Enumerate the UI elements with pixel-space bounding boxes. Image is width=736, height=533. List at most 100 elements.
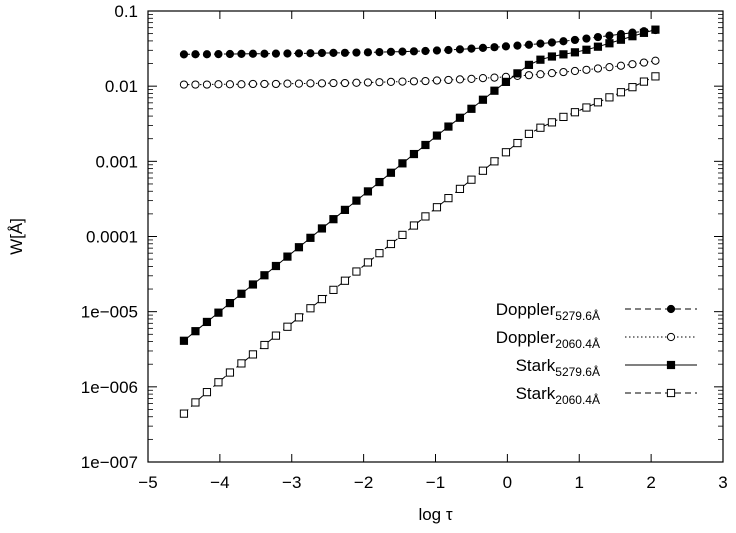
data-point xyxy=(283,49,292,58)
data-point xyxy=(214,50,223,59)
x-tick-label: −1 xyxy=(426,473,445,492)
data-point xyxy=(179,50,189,59)
data-point xyxy=(616,61,626,70)
legend-subscript: 2060.4Å xyxy=(555,336,600,351)
data-point xyxy=(375,249,384,258)
data-point xyxy=(191,80,200,89)
legend-marker xyxy=(666,360,676,370)
data-point xyxy=(501,42,511,51)
y-tick-label: 0.1 xyxy=(114,2,138,21)
data-point xyxy=(421,140,430,150)
data-point xyxy=(455,113,465,122)
data-point xyxy=(191,327,200,336)
x-axis-label: log τ xyxy=(418,505,452,524)
data-point xyxy=(294,313,304,322)
series-1 xyxy=(179,56,660,89)
y-tick-label: 0.01 xyxy=(105,77,138,96)
data-point xyxy=(225,299,235,308)
data-point xyxy=(306,304,315,313)
data-point xyxy=(536,39,545,48)
data-point xyxy=(651,72,660,81)
data-point xyxy=(605,63,614,72)
data-point xyxy=(616,88,626,97)
data-point xyxy=(628,60,637,69)
data-point xyxy=(559,112,568,122)
legend-subscript: 5279.6Å xyxy=(555,308,600,323)
data-point xyxy=(329,78,338,88)
data-point xyxy=(536,55,545,64)
data-point xyxy=(570,48,580,57)
data-point xyxy=(340,276,350,285)
data-point xyxy=(225,49,235,59)
data-point xyxy=(317,224,327,233)
data-point xyxy=(283,252,292,261)
data-point xyxy=(444,45,453,55)
data-point xyxy=(179,336,189,345)
data-point xyxy=(363,48,373,57)
data-point xyxy=(214,308,223,317)
data-point xyxy=(248,350,258,359)
data-point xyxy=(501,77,511,86)
data-point xyxy=(271,261,281,271)
data-point xyxy=(271,79,281,89)
data-point xyxy=(329,215,338,224)
data-point xyxy=(467,175,476,184)
data-point xyxy=(214,80,223,89)
data-point xyxy=(570,108,580,117)
data-point xyxy=(639,58,649,67)
data-point xyxy=(260,340,269,350)
data-point xyxy=(271,331,281,340)
legend-label: Doppler5279.6Å xyxy=(496,300,600,323)
legend-subscript: 2060.4Å xyxy=(555,392,600,407)
data-point xyxy=(363,78,373,87)
data-point xyxy=(386,168,396,177)
legend-subscript: 5279.6Å xyxy=(555,364,600,379)
data-point xyxy=(651,56,660,65)
data-point xyxy=(536,70,545,79)
data-point xyxy=(490,157,499,166)
data-point xyxy=(260,79,269,89)
data-point xyxy=(398,77,407,86)
data-point xyxy=(524,60,534,69)
data-point xyxy=(260,271,269,280)
data-point xyxy=(547,69,557,78)
data-point xyxy=(237,289,246,298)
data-point xyxy=(478,166,488,175)
data-point xyxy=(432,131,442,140)
data-point xyxy=(524,40,534,49)
legend-name: Stark xyxy=(516,384,556,403)
data-point xyxy=(179,80,189,89)
series-line xyxy=(183,75,656,414)
data-point xyxy=(467,74,476,83)
data-point xyxy=(398,159,407,168)
data-point xyxy=(582,65,591,74)
data-point xyxy=(559,50,568,59)
data-point xyxy=(432,203,442,212)
data-point xyxy=(191,398,200,407)
data-point xyxy=(421,46,430,56)
y-tick-label: 0.001 xyxy=(95,152,138,171)
data-point xyxy=(329,48,338,58)
data-point xyxy=(628,32,637,41)
x-tick-label: −4 xyxy=(210,473,229,492)
data-point xyxy=(352,196,361,205)
data-point xyxy=(628,83,637,92)
data-point xyxy=(616,35,626,44)
data-point xyxy=(467,44,476,53)
x-tick-label: −5 xyxy=(138,473,157,492)
data-point xyxy=(547,118,557,127)
data-point xyxy=(651,25,660,34)
data-point xyxy=(455,184,465,193)
x-tick-label: −3 xyxy=(282,473,301,492)
data-point xyxy=(317,79,327,88)
data-point xyxy=(524,71,534,80)
data-point xyxy=(363,258,373,267)
legend-label: Doppler2060.4Å xyxy=(496,328,600,351)
data-point xyxy=(306,233,315,242)
data-point xyxy=(202,317,212,327)
legend-marker xyxy=(666,304,676,314)
data-point xyxy=(432,76,442,85)
series-line xyxy=(183,29,656,342)
data-point xyxy=(352,48,361,57)
data-point xyxy=(225,368,235,377)
